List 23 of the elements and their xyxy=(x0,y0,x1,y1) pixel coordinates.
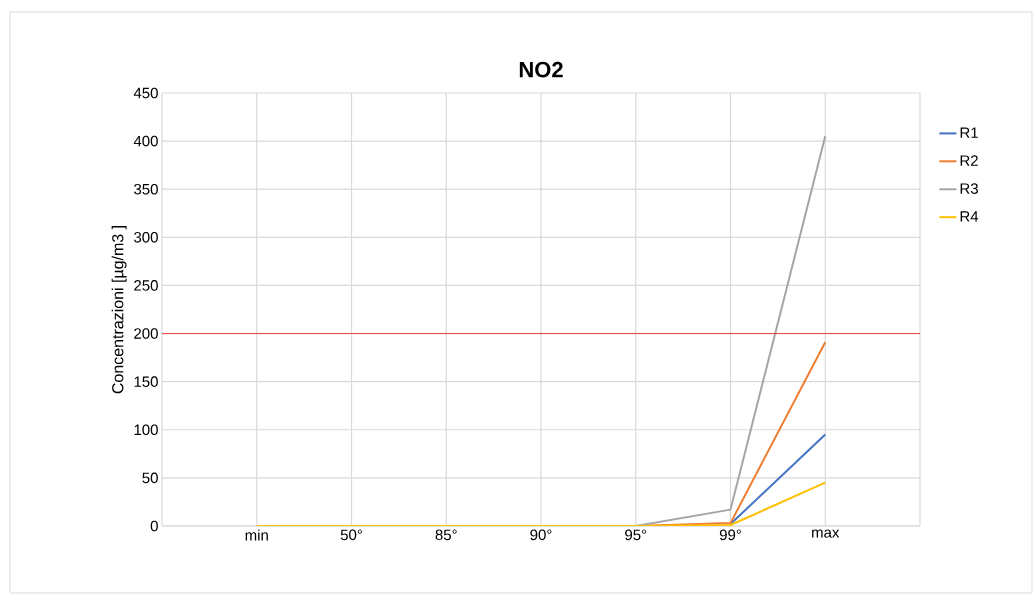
y-tick-label: 0 xyxy=(150,520,158,532)
x-tick-label: 50° xyxy=(340,529,362,541)
y-tick-label: 300 xyxy=(134,232,158,243)
legend-label: R1 xyxy=(960,127,978,138)
y-tick-label: 450 xyxy=(133,87,158,99)
legend-label: R2 xyxy=(960,155,978,166)
x-tick-label: min xyxy=(245,529,268,541)
legend-label: R4 xyxy=(960,211,979,222)
chart-title: NO2 xyxy=(519,61,563,78)
x-tick-label: 99° xyxy=(719,529,741,541)
y-tick-label: 400 xyxy=(133,135,158,147)
legend-label: R3 xyxy=(960,183,978,194)
x-tick-label: 95° xyxy=(625,529,647,541)
y-tick-label: 350 xyxy=(134,183,158,195)
y-axis-title: Concentrazioni [µg/m3 ] xyxy=(111,226,127,394)
y-tick-label: 150 xyxy=(134,376,158,387)
y-tick-label: 250 xyxy=(134,280,158,291)
y-tick-label: 200 xyxy=(134,328,158,339)
x-tick-label: 90° xyxy=(530,529,552,541)
x-tick-label: max xyxy=(812,529,840,538)
x-tick-label: 85° xyxy=(435,529,457,541)
y-tick-label: 100 xyxy=(134,424,158,436)
y-tick-label: 50 xyxy=(142,472,158,484)
